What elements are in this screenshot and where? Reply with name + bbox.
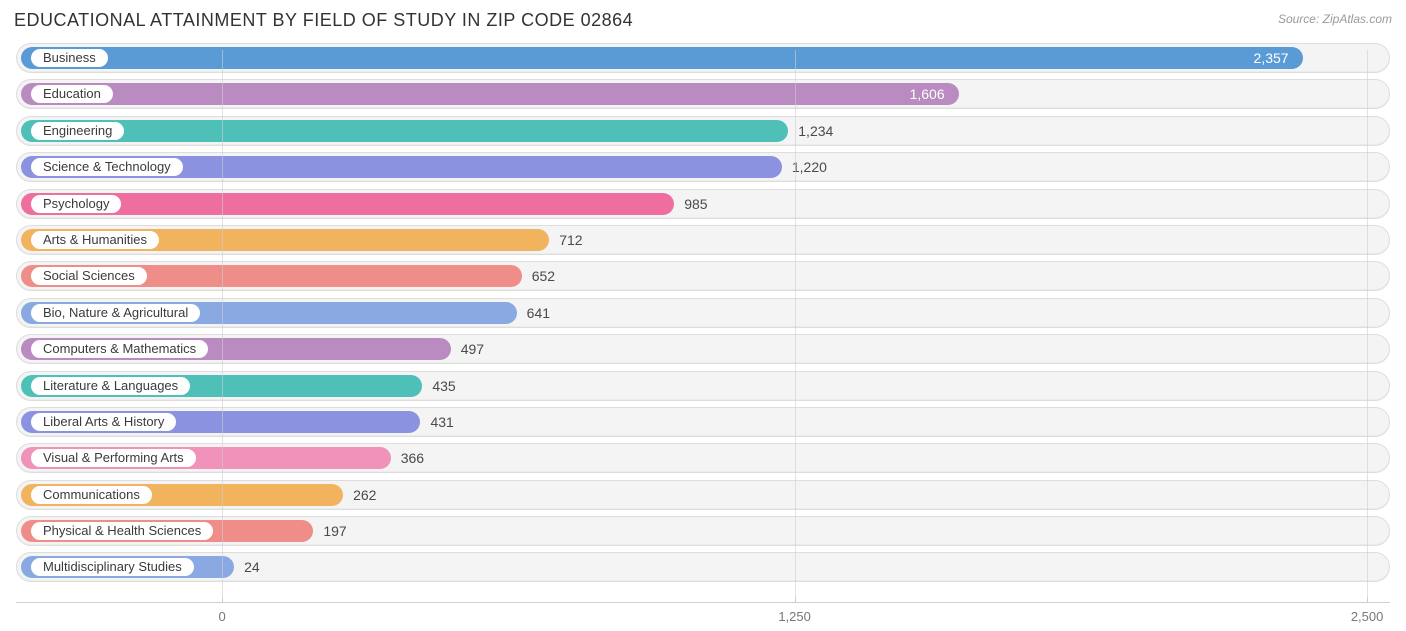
bar-fill: 1,606 <box>21 83 959 105</box>
plot-area: 2,357 Business 1,606 Education Engineering 1,… <box>14 40 1392 600</box>
value-label: 1,220 <box>792 159 827 175</box>
bar-row: Psychology 985 <box>14 186 1392 222</box>
bar-fill: 2,357 <box>21 47 1303 69</box>
value-label: 641 <box>527 305 550 321</box>
value-label: 197 <box>323 523 346 539</box>
axis-tick <box>795 597 796 603</box>
category-pill: Education <box>29 83 115 105</box>
category-pill: Visual & Performing Arts <box>29 447 198 469</box>
axis-tick-label: 0 <box>218 609 225 624</box>
category-pill: Social Sciences <box>29 265 149 287</box>
bar-row: Computers & Mathematics 497 <box>14 331 1392 367</box>
value-label: 1,234 <box>798 123 833 139</box>
category-pill: Engineering <box>29 120 126 142</box>
bar-row: Arts & Humanities 712 <box>14 222 1392 258</box>
bar-row: Visual & Performing Arts 366 <box>14 440 1392 476</box>
value-label: 24 <box>244 559 260 575</box>
category-pill: Science & Technology <box>29 156 185 178</box>
axis-tick <box>222 597 223 603</box>
axis-tick-label: 1,250 <box>778 609 811 624</box>
bar-row: Engineering 1,234 <box>14 113 1392 149</box>
bar-row: Communications 262 <box>14 477 1392 513</box>
bar-row: Physical & Health Sciences 197 <box>14 513 1392 549</box>
source-attribution: Source: ZipAtlas.com <box>1278 12 1392 26</box>
x-axis: 0 1,250 2,500 <box>16 602 1390 631</box>
gridline <box>1367 50 1368 602</box>
category-pill: Computers & Mathematics <box>29 338 210 360</box>
category-pill: Communications <box>29 484 154 506</box>
value-label: 2,357 <box>1254 50 1289 66</box>
category-pill: Literature & Languages <box>29 375 192 397</box>
value-label: 652 <box>532 268 555 284</box>
category-pill: Bio, Nature & Agricultural <box>29 302 202 324</box>
value-label: 435 <box>432 378 455 394</box>
bar-fill <box>21 120 788 142</box>
category-pill: Business <box>29 47 110 69</box>
category-pill: Physical & Health Sciences <box>29 520 215 542</box>
bar-row: 1,606 Education <box>14 76 1392 112</box>
bar-row: Literature & Languages 435 <box>14 368 1392 404</box>
value-label: 431 <box>430 414 453 430</box>
category-pill: Arts & Humanities <box>29 229 161 251</box>
header-row: EDUCATIONAL ATTAINMENT BY FIELD OF STUDY… <box>14 10 1392 38</box>
axis-tick <box>1367 597 1368 603</box>
value-label: 985 <box>684 196 707 212</box>
value-label: 497 <box>461 341 484 357</box>
bar-row: 2,357 Business <box>14 40 1392 76</box>
chart-container: EDUCATIONAL ATTAINMENT BY FIELD OF STUDY… <box>0 0 1406 631</box>
value-label: 262 <box>353 487 376 503</box>
value-label: 366 <box>401 450 424 466</box>
gridline <box>222 50 223 602</box>
bar-row: Science & Technology 1,220 <box>14 149 1392 185</box>
bar-row: Social Sciences 652 <box>14 258 1392 294</box>
category-pill: Multidisciplinary Studies <box>29 556 196 578</box>
chart-title: EDUCATIONAL ATTAINMENT BY FIELD OF STUDY… <box>14 10 633 31</box>
category-pill: Liberal Arts & History <box>29 411 178 433</box>
bar-row: Bio, Nature & Agricultural 641 <box>14 295 1392 331</box>
axis-tick-label: 2,500 <box>1351 609 1384 624</box>
gridline <box>795 50 796 602</box>
value-label: 1,606 <box>910 86 945 102</box>
value-label: 712 <box>559 232 582 248</box>
bar-row: Liberal Arts & History 431 <box>14 404 1392 440</box>
category-pill: Psychology <box>29 193 123 215</box>
bar-row: Multidisciplinary Studies 24 <box>14 549 1392 585</box>
